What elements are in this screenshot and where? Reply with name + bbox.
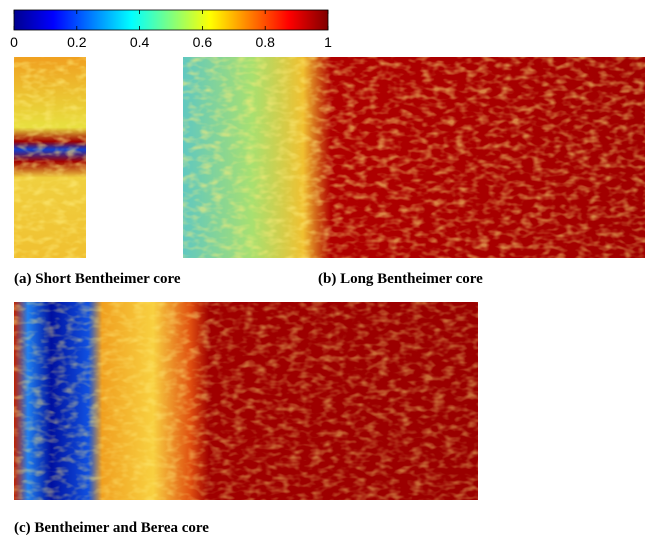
tick-label: 0.6 [193,34,213,50]
tick-label: 0.2 [67,34,87,50]
heatmap-c-texture [14,302,478,500]
heatmap-a-texture [14,57,86,258]
heatmap-b-texture [183,57,645,258]
tick-label: 0.8 [255,34,275,50]
colorbar [13,9,329,31]
caption: (b) Long Bentheimer core [318,271,483,287]
tick-label: 1 [324,34,332,50]
caption: (c) Bentheimer and Berea core [14,520,209,536]
caption: (a) Short Bentheimer core [14,271,181,287]
tick-label: 0.4 [130,34,150,50]
tick-label: 0 [10,34,18,50]
